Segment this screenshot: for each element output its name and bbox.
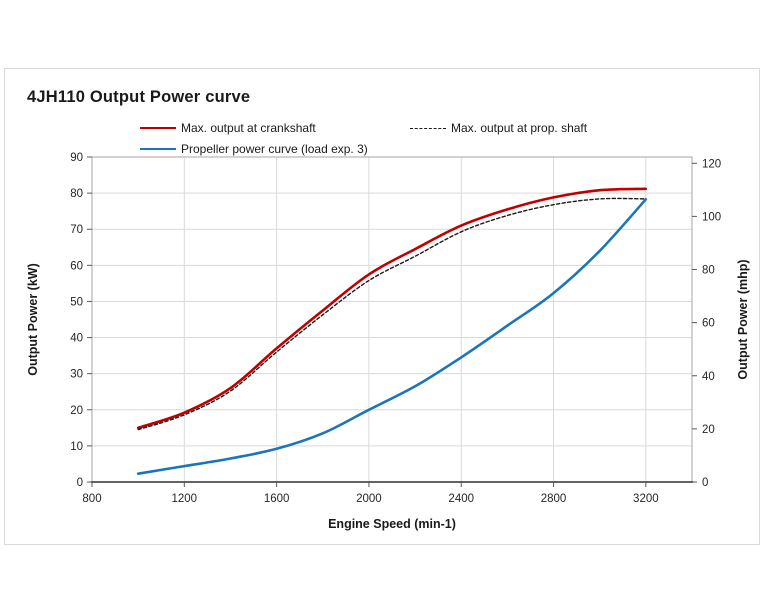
chart-title: 4JH110 Output Power curve: [27, 88, 251, 106]
legend-label-propeller: Propeller power curve (load exp. 3): [181, 142, 368, 156]
y-left-tick-label: 90: [70, 152, 83, 164]
x-tick-label: 1600: [264, 493, 290, 505]
x-tick-label: 3200: [633, 493, 659, 505]
y-right-tick-label: 120: [702, 158, 721, 170]
blue-line-sample-icon: [140, 148, 176, 150]
y-left-tick-label: 50: [70, 296, 83, 308]
y-left-tick-label: 30: [70, 369, 83, 381]
y-left-axis-title: Output Power (kW): [26, 263, 40, 376]
y-left-tick-label: 80: [70, 188, 83, 200]
legend-label-prop-shaft: Max. output at prop. shaft: [451, 121, 588, 135]
legend-item-crankshaft: Max. output at crankshaft: [140, 121, 316, 135]
legend-item-prop-shaft: Max. output at prop. shaft: [410, 121, 587, 135]
series-line-prop-shaft: [137, 197, 647, 431]
series-line-propeller: [136, 198, 648, 475]
chart-area: [4, 68, 760, 545]
legend-label-crankshaft: Max. output at crankshaft: [181, 121, 316, 135]
y-right-axis-title: Output Power (mhp): [736, 259, 750, 379]
y-left-tick-label: 20: [70, 405, 83, 417]
y-left-tick-label: 0: [77, 477, 83, 489]
series-line-crankshaft: [136, 187, 648, 430]
y-right-tick-label: 20: [702, 424, 715, 436]
x-tick-label: 1200: [172, 493, 198, 505]
y-right-tick-label: 80: [702, 265, 715, 277]
dashed-line-sample-icon: [410, 127, 446, 129]
y-left-tick-label: 70: [70, 224, 83, 236]
y-left-tick-label: 10: [70, 441, 83, 453]
y-right-tick-label: 40: [702, 371, 715, 383]
x-tick-label: 2400: [448, 493, 474, 505]
x-axis-title: Engine Speed (min-1): [328, 517, 456, 531]
x-tick-label: 800: [82, 493, 101, 505]
legend-item-propeller: Propeller power curve (load exp. 3): [140, 142, 368, 156]
plot-border: [91, 156, 693, 483]
x-tick-label: 2000: [356, 493, 382, 505]
x-tick-label: 2800: [541, 493, 567, 505]
y-right-tick-label: 100: [702, 211, 721, 223]
y-right-tick-label: 60: [702, 318, 715, 330]
y-right-tick-label: 0: [702, 477, 708, 489]
y-left-tick-label: 40: [70, 333, 83, 345]
red-line-sample-icon: [140, 127, 176, 129]
y-left-tick-label: 60: [70, 260, 83, 272]
